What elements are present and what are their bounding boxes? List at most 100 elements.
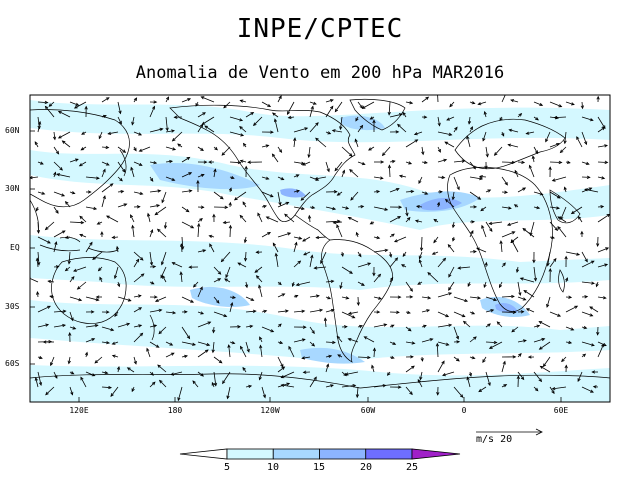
wind-vector [554,116,567,118]
wind-vector-head [99,276,103,281]
wind-vector [448,281,455,291]
wind-vector [373,348,375,358]
wind-vector [389,165,391,178]
wind-vector-head [111,235,116,239]
wind-vector-head [224,278,228,282]
wind-vector [225,266,231,278]
wind-vector [56,173,71,178]
wind-vector [275,253,279,268]
wind-vector-head [199,123,204,128]
wind-vector-head [177,397,181,402]
wind-vector-head [250,112,255,116]
wind-vector-head [133,360,137,365]
wind-vector [546,296,551,308]
wind-vector-head [146,347,150,352]
wind-vector-head [220,258,225,263]
wind-vector [511,239,519,253]
wind-vector-head [127,298,132,302]
wind-vector [309,255,313,268]
wind-vector [552,386,567,390]
wind-vector-head [171,262,176,266]
wind-vector [485,221,493,232]
wind-vector [158,326,167,334]
wind-vector-head [152,265,157,269]
wind-vector-head [384,207,389,211]
wind-vector-head [372,272,376,277]
wind-vector [581,131,587,145]
wind-vector [266,216,279,223]
wind-vector-head [154,298,159,302]
wind-vector-head [281,366,286,370]
wind-vector-head [71,275,75,280]
wind-vector [303,251,311,256]
wind-vector-head [57,111,62,115]
shading-band [150,162,260,190]
wind-vector [53,241,57,253]
wind-vector [197,146,204,151]
wind-vector [437,131,452,136]
wind-vector [340,281,343,289]
wind-vector-head [520,310,525,314]
wind-vector [69,221,84,224]
wind-vector [514,170,519,178]
wind-vector-head [111,341,116,345]
wind-vector-head [487,189,492,193]
wind-vector-head [368,147,372,151]
wind-vector-head [119,177,123,182]
wind-vector [489,341,503,349]
wind-vector-head [584,188,588,192]
wind-vector [165,146,176,150]
wind-vector-head [442,373,446,377]
wind-vector-head [231,341,236,345]
wind-vector-head [501,132,505,137]
wind-vector [469,296,481,299]
wind-vector [245,112,254,118]
wind-vector [479,176,487,178]
wind-vector-head [570,102,575,106]
wind-vector-head [448,292,453,296]
wind-vector-head [91,338,96,342]
lat-label: 60S [5,359,20,368]
wind-vector-head [313,266,318,270]
wind-vector [325,99,334,103]
wind-vector-head [48,103,53,107]
wind-vector-head [204,349,209,353]
wind-vector-head [96,221,101,225]
wind-vector [132,225,135,238]
wind-vector [133,191,143,195]
wind-vector [245,325,253,328]
wind-vector [133,295,141,298]
wind-vector [197,174,205,178]
wind-vector-head [596,95,600,100]
wind-vector [296,281,311,286]
wind-vector [149,190,161,193]
wind-vector-head [61,140,66,144]
wind-vector-head [448,287,452,291]
wind-vector-head [70,317,74,322]
wind-vector [421,236,423,251]
wind-vector [165,160,173,163]
wind-vector [581,251,588,262]
wind-vector-head [56,173,60,177]
wind-vector-head [267,103,272,108]
wind-vector [560,206,567,220]
wind-vector [85,176,100,179]
shading-band [30,235,610,290]
wind-vector-head [405,212,409,217]
wind-vector-head [337,354,342,358]
wind-vector [245,341,250,353]
wind-vector-head [40,161,44,165]
wind-vector [259,371,263,380]
wind-vector-head [563,140,567,145]
wind-vector [92,251,103,260]
wind-vector-head [278,201,282,206]
wind-vector-head [240,345,244,350]
wind-vector [69,311,74,321]
wind-vector [397,124,407,133]
wind-vector [277,366,285,373]
wind-vector-head [574,305,579,309]
wind-vector [221,251,231,262]
wind-vector-head [78,163,83,167]
wind-vector-head [295,282,300,287]
wind-vector [260,345,263,358]
